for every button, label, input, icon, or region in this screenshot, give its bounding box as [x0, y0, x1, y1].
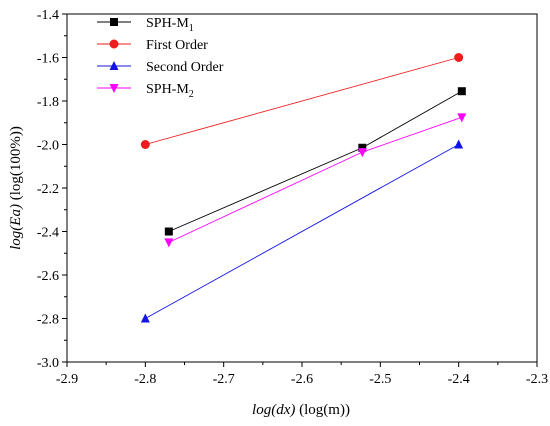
x-axis-title-italic: log(dx): [252, 402, 295, 418]
y-tick-label: -2.8: [37, 313, 59, 328]
y-axis-title-italic: log(Ea): [8, 204, 24, 250]
series-4-point: [457, 113, 467, 123]
series-line-2: [145, 57, 459, 145]
legend-label-3: Second Order: [146, 60, 224, 75]
legend-label-1: SPH-M1: [146, 16, 194, 34]
x-tick-label: -2.3: [526, 372, 548, 387]
legend-marker-3: [109, 61, 119, 70]
legend: SPH-M1 First Order Second Order SPH-M2: [97, 16, 224, 100]
x-tick-label: -2.5: [369, 372, 391, 387]
y-tick-label: -2.6: [37, 269, 59, 284]
y-tick-label: -2.4: [37, 226, 59, 241]
legend-marker-4: [109, 84, 119, 93]
x-tick-label: -2.9: [56, 372, 78, 387]
legend-label-2: First Order: [146, 38, 208, 53]
plot-frame: [66, 13, 538, 363]
y-axis-title: log(Ea) (log(100%)): [8, 126, 24, 250]
series-2-point: [454, 53, 464, 62]
series-line-3: [145, 144, 459, 319]
series-2-point: [140, 140, 150, 149]
x-tick-label: -2.7: [213, 372, 235, 387]
series-1-point: [457, 87, 466, 96]
y-tick-label: -1.8: [37, 95, 59, 110]
x-tick-label: -2.6: [291, 372, 313, 387]
series-4-point: [357, 148, 367, 158]
y-axis-title-rest: (log(100%)): [8, 126, 24, 204]
series-1-point: [358, 143, 367, 152]
series-1-point: [164, 227, 173, 236]
y-tick-label: -1.6: [37, 52, 59, 67]
legend-label-4: SPH-M2: [146, 82, 194, 100]
y-tick-label: -2.0: [37, 139, 59, 154]
x-axis-title: log(dx) (log(m)): [252, 402, 350, 418]
series-line-1: [168, 90, 463, 232]
x-tick-label: -2.8: [134, 372, 156, 387]
series-3-point: [140, 313, 150, 323]
legend-marker-1: [110, 18, 118, 26]
x-axis-title-rest: (log(m)): [295, 402, 350, 418]
series-3-point: [454, 139, 464, 149]
y-tick-label: -2.2: [37, 182, 59, 197]
y-tick-label: -1.4: [37, 8, 59, 23]
x-tick-label: -2.4: [448, 372, 470, 387]
legend-marker-2: [109, 39, 119, 49]
series-4-point: [164, 238, 174, 248]
y-tick-label: -3.0: [37, 356, 59, 371]
